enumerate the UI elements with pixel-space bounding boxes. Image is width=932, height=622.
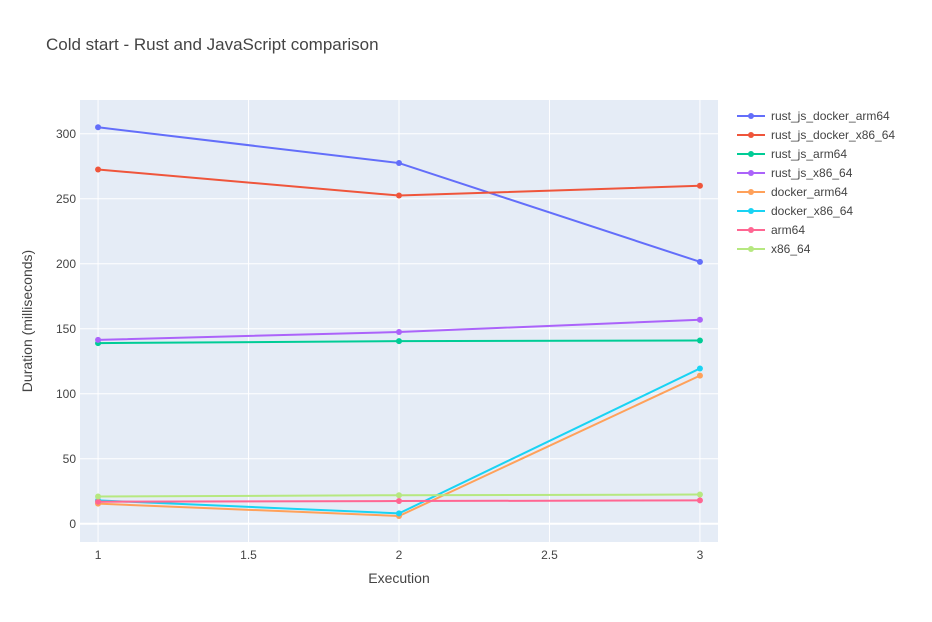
data-point[interactable] xyxy=(95,124,102,131)
y-tick-label: 200 xyxy=(56,257,76,271)
data-point[interactable] xyxy=(696,258,703,265)
series-layer xyxy=(95,124,703,519)
data-point[interactable] xyxy=(95,498,102,505)
legend-label: rust_js_docker_x86_64 xyxy=(771,128,895,142)
legend-item[interactable]: docker_arm64 xyxy=(737,185,848,199)
legend-item[interactable]: rust_js_docker_arm64 xyxy=(737,109,890,123)
y-tick-label: 100 xyxy=(56,387,76,401)
data-point[interactable] xyxy=(396,160,402,167)
y-axis-ticks: 0 50 100 150 200 250 300 xyxy=(56,127,76,531)
legend-label: docker_x86_64 xyxy=(771,204,853,218)
legend-label: rust_js_docker_arm64 xyxy=(771,109,890,123)
data-point[interactable] xyxy=(696,316,703,323)
x-tick-label: 1.5 xyxy=(240,548,257,562)
x-axis-title: Execution xyxy=(368,570,429,586)
legend-item[interactable]: rust_js_docker_x86_64 xyxy=(737,128,895,142)
x-tick-label: 2 xyxy=(396,548,403,562)
legend-swatch-marker xyxy=(748,246,754,252)
data-point[interactable] xyxy=(696,182,703,189)
legend-item[interactable]: rust_js_x86_64 xyxy=(737,166,853,180)
legend-label: rust_js_arm64 xyxy=(771,147,847,161)
series-x86_64[interactable] xyxy=(95,491,703,500)
legend-item[interactable]: arm64 xyxy=(737,223,805,237)
y-axis-title: Duration (milliseconds) xyxy=(19,250,35,392)
data-point[interactable] xyxy=(696,491,703,498)
x-axis-ticks: 1 1.5 2 2.5 3 xyxy=(95,548,704,562)
data-point[interactable] xyxy=(95,493,102,500)
y-tick-label: 0 xyxy=(69,517,76,531)
data-point[interactable] xyxy=(396,492,402,499)
legend-swatch-marker xyxy=(748,170,754,176)
legend-label: docker_arm64 xyxy=(771,185,848,199)
series-rust_js_docker_arm64[interactable] xyxy=(95,124,703,265)
series-arm64[interactable] xyxy=(95,497,703,505)
y-tick-label: 150 xyxy=(56,322,76,336)
data-point[interactable] xyxy=(696,365,703,372)
data-point[interactable] xyxy=(396,192,402,199)
legend-item[interactable]: x86_64 xyxy=(737,242,811,256)
data-point[interactable] xyxy=(696,497,703,504)
x-tick-label: 3 xyxy=(697,548,704,562)
series-rust_js_docker_x86_64[interactable] xyxy=(95,166,703,199)
legend-swatch-marker xyxy=(748,132,754,138)
legend-item[interactable]: docker_x86_64 xyxy=(737,204,853,218)
legend-swatch-marker xyxy=(748,113,754,119)
data-point[interactable] xyxy=(95,166,102,173)
legend-swatch-marker xyxy=(748,227,754,233)
data-point[interactable] xyxy=(696,337,703,344)
chart-title: Cold start - Rust and JavaScript compari… xyxy=(46,35,379,54)
y-tick-label: 300 xyxy=(56,127,76,141)
data-point[interactable] xyxy=(396,498,402,505)
series-rust_js_x86_64[interactable] xyxy=(95,316,703,343)
legend-label: arm64 xyxy=(771,223,805,237)
data-point[interactable] xyxy=(95,336,102,343)
data-point[interactable] xyxy=(696,372,703,379)
grid-lines xyxy=(80,100,718,542)
data-point[interactable] xyxy=(396,338,402,345)
y-tick-label: 250 xyxy=(56,192,76,206)
legend-item[interactable]: rust_js_arm64 xyxy=(737,147,847,161)
x-tick-label: 2.5 xyxy=(541,548,558,562)
legend-swatch-marker xyxy=(748,189,754,195)
legend-swatch-marker xyxy=(748,151,754,157)
x-tick-label: 1 xyxy=(95,548,102,562)
legend[interactable]: rust_js_docker_arm64 rust_js_docker_x86_6… xyxy=(737,109,895,256)
legend-label: rust_js_x86_64 xyxy=(771,166,853,180)
data-point[interactable] xyxy=(396,510,402,517)
legend-label: x86_64 xyxy=(771,242,811,256)
data-point[interactable] xyxy=(396,329,402,336)
legend-swatch-marker xyxy=(748,208,754,214)
y-tick-label: 50 xyxy=(63,452,77,466)
